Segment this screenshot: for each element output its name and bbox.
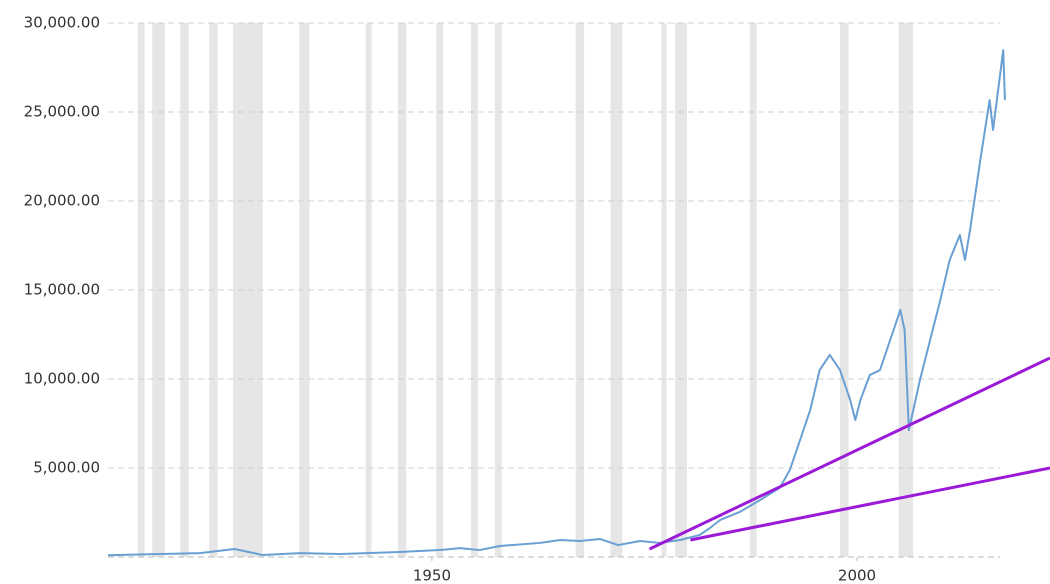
x-tick-label: 2000 xyxy=(838,567,876,584)
recession-band xyxy=(471,23,478,557)
recession-band xyxy=(180,23,189,557)
y-tick-label: 15,000.00 xyxy=(24,281,100,299)
y-tick-label: 10,000.00 xyxy=(24,370,100,388)
data-line xyxy=(107,49,1006,557)
recession-band xyxy=(840,23,849,557)
trend-line xyxy=(648,356,1050,551)
x-tick-label: 1950 xyxy=(413,567,451,584)
y-tick-label: 5,000.00 xyxy=(33,459,100,477)
recession-band xyxy=(232,23,263,557)
y-tick-label: 25,000.00 xyxy=(24,103,100,121)
recession-band xyxy=(299,23,310,557)
y-tick-label: 30,000.00 xyxy=(24,14,100,32)
y-tick-label: 20,000.00 xyxy=(24,192,100,210)
trend-line xyxy=(690,466,1050,542)
recession-band xyxy=(661,23,667,557)
recession-band xyxy=(610,23,623,557)
